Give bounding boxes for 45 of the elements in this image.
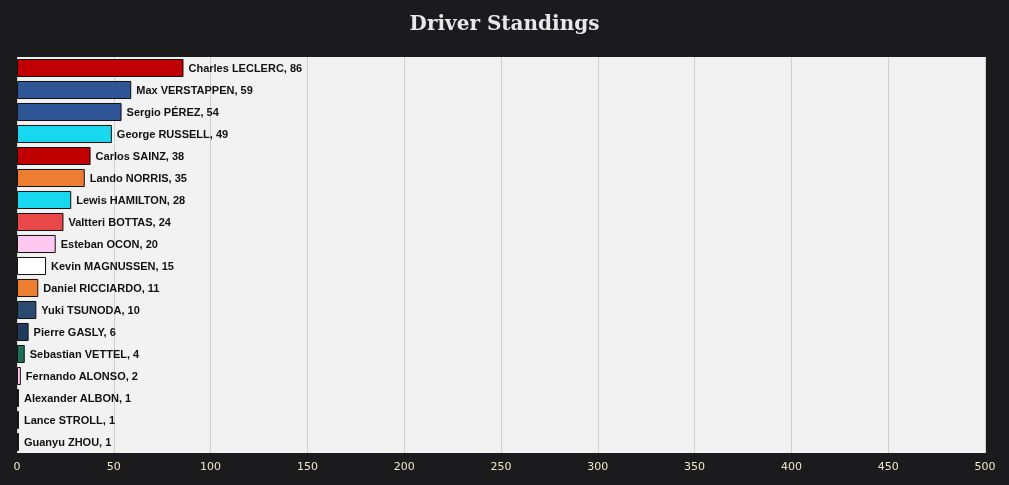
bar bbox=[17, 234, 56, 254]
bar bbox=[17, 366, 21, 386]
bar bbox=[17, 102, 122, 122]
x-tick-label: 100 bbox=[200, 460, 222, 473]
x-tick-label: 200 bbox=[393, 460, 415, 473]
bar bbox=[17, 344, 25, 364]
bar bbox=[17, 300, 37, 320]
bar bbox=[17, 168, 85, 188]
data-label: Charles LECLERC, 86 bbox=[188, 62, 303, 74]
bar bbox=[17, 58, 184, 78]
x-tick-label: 300 bbox=[587, 460, 609, 473]
data-label: Guanyu ZHOU, 1 bbox=[23, 436, 112, 448]
x-tick-label: 500 bbox=[974, 460, 996, 473]
data-label: Alexander ALBON, 1 bbox=[23, 392, 132, 404]
bar bbox=[17, 124, 112, 144]
x-tick-label: 0 bbox=[13, 460, 21, 473]
bar bbox=[17, 256, 47, 276]
data-label: George RUSSELL, 49 bbox=[116, 128, 229, 140]
x-tick-label: 150 bbox=[296, 460, 318, 473]
data-label: Esteban OCON, 20 bbox=[60, 238, 158, 250]
data-label: Kevin MAGNUSSEN, 15 bbox=[51, 260, 174, 272]
data-label: Lance STROLL, 1 bbox=[23, 414, 116, 426]
x-tick-label: 250 bbox=[490, 460, 512, 473]
bar bbox=[17, 80, 132, 100]
bar bbox=[17, 322, 29, 342]
bar bbox=[17, 212, 64, 232]
data-label: Sergio PÉREZ, 54 bbox=[126, 106, 220, 118]
data-label: Lewis HAMILTON, 28 bbox=[76, 194, 186, 206]
x-tick-label: 400 bbox=[780, 460, 802, 473]
data-label: Carlos SAINZ, 38 bbox=[95, 150, 185, 162]
data-label: Yuki TSUNODA, 10 bbox=[41, 304, 140, 316]
x-tick-label: 450 bbox=[877, 460, 899, 473]
data-label: Sebastian VETTEL, 4 bbox=[29, 348, 141, 360]
bar bbox=[17, 278, 39, 298]
x-tick-label: 50 bbox=[106, 460, 121, 473]
data-label: Max VERSTAPPEN, 59 bbox=[136, 84, 253, 96]
data-label: Fernando ALONSO, 2 bbox=[25, 370, 138, 382]
data-label: Daniel RICCIARDO, 11 bbox=[43, 282, 160, 294]
chart-title: Driver Standings bbox=[409, 11, 600, 35]
bar bbox=[17, 146, 91, 166]
data-label: Pierre GASLY, 6 bbox=[33, 326, 116, 338]
bar bbox=[17, 190, 72, 210]
x-tick-label: 350 bbox=[684, 460, 706, 473]
data-label: Valtteri BOTTAS, 24 bbox=[68, 216, 172, 228]
data-label: Lando NORRIS, 35 bbox=[89, 172, 187, 184]
